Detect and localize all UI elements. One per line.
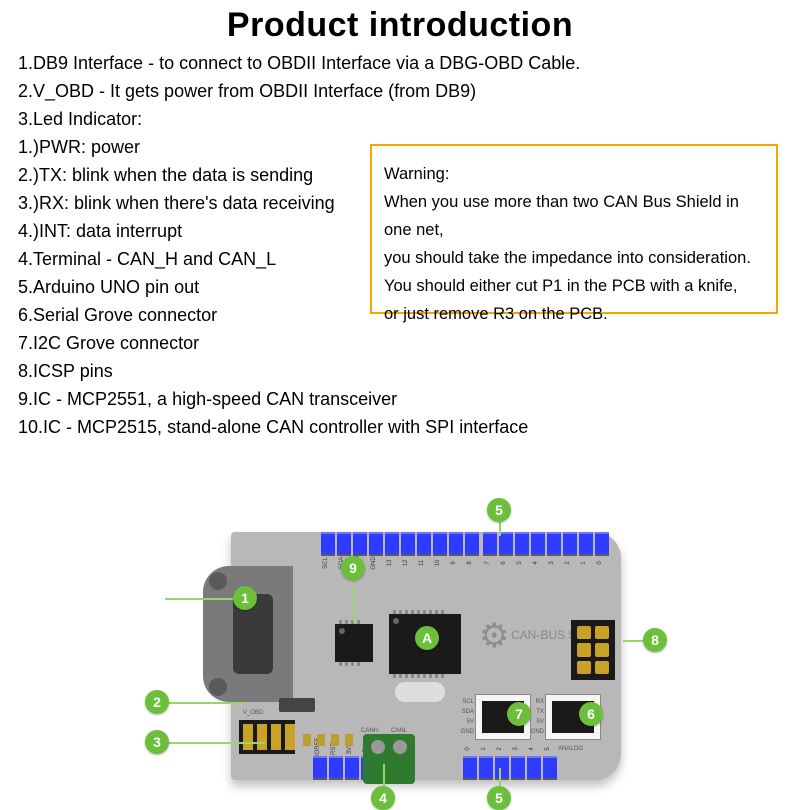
warning-line: you should take the impedance into consi… <box>384 244 764 272</box>
can-terminal <box>363 734 415 784</box>
feature-item: 10.IC - MCP2515, stand-alone CAN control… <box>18 413 782 441</box>
pin-labels-top-right: 76543210 <box>483 558 609 568</box>
callout-2: 2 <box>145 690 169 714</box>
pcb-board: SCLSDAAREFGND1312111098 76543210 IOREFRS… <box>231 532 621 780</box>
callout-5-bottom: 5 <box>487 786 511 810</box>
leader-line <box>353 574 355 622</box>
feature-item: 9.IC - MCP2551, a high-speed CAN transce… <box>18 385 782 413</box>
grove-i2c-labels: SCLSDA5VGND <box>454 697 474 737</box>
callout-3: 3 <box>145 730 169 754</box>
warning-line: Warning: <box>384 160 764 188</box>
warning-line: You should either cut P1 in the PCB with… <box>384 272 764 300</box>
header-row-bottom-right <box>463 756 557 780</box>
callout-7: 7 <box>507 702 531 726</box>
chip-mcp2551 <box>335 624 373 662</box>
callout-4: 4 <box>371 786 395 810</box>
warning-line: or just remove R3 on the PCB. <box>384 300 764 328</box>
chip-pins <box>339 662 360 666</box>
feature-item: 7.I2C Grove connector <box>18 329 782 357</box>
callout-8: 8 <box>643 628 667 652</box>
icsp-header <box>571 620 615 680</box>
chip-pins <box>393 674 444 678</box>
chip-pins <box>393 610 444 614</box>
callout-1: 1 <box>233 586 257 610</box>
db9-screw <box>209 572 227 590</box>
callout-6: 6 <box>579 702 603 726</box>
switch <box>279 698 315 712</box>
callout-9: 9 <box>341 556 365 580</box>
page-title: Product introduction <box>0 6 800 45</box>
analog-label: ANALOG <box>558 746 583 752</box>
led-row <box>303 734 353 746</box>
leader-line <box>165 702 245 704</box>
chip-pins <box>339 620 360 624</box>
feature-item: 1.DB9 Interface - to connect to OBDII In… <box>18 49 782 77</box>
callout-5-top: 5 <box>487 498 511 522</box>
warning-line: When you use more than two CAN Bus Shiel… <box>384 188 764 244</box>
leader-line <box>165 742 265 744</box>
callout-A: A <box>415 626 439 650</box>
feature-item: 3.Led Indicator: <box>18 105 782 133</box>
header-row-top-right <box>483 532 609 556</box>
db9-screw <box>209 678 227 696</box>
chip-dot <box>339 628 345 634</box>
header-row-top-left <box>321 532 479 556</box>
gear-icon: ⚙ <box>479 616 509 656</box>
vobd-label: V_OBD <box>243 710 263 716</box>
chip-dot <box>393 618 399 624</box>
vobd-header <box>239 720 295 754</box>
crystal <box>395 682 445 702</box>
terminal-label-l: CANL <box>391 728 407 734</box>
pin-labels-bottom-right: 012345 <box>463 744 557 754</box>
terminal-label-h: CANH <box>361 728 378 734</box>
warning-box: Warning: When you use more than two CAN … <box>370 144 778 314</box>
feature-item: 2.V_OBD - It gets power from OBDII Inter… <box>18 77 782 105</box>
board-diagram: SCLSDAAREFGND1312111098 76543210 IOREFRS… <box>135 498 665 798</box>
feature-item: 8.ICSP pins <box>18 357 782 385</box>
